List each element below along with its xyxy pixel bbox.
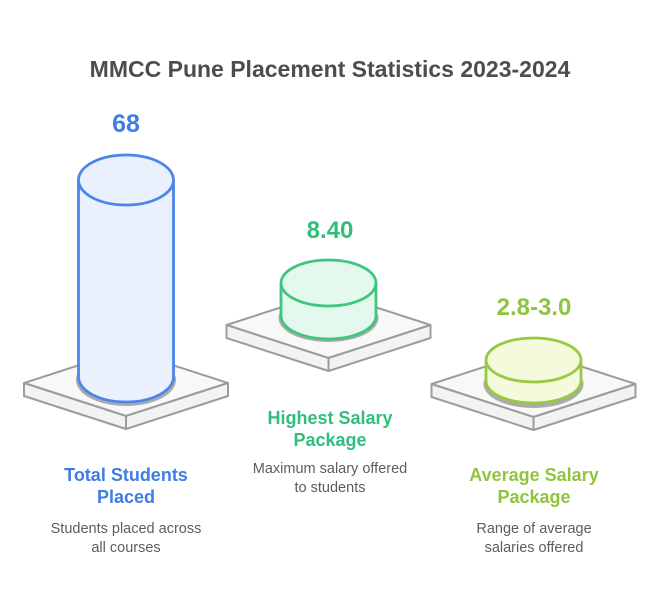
label-line: Average Salary bbox=[469, 465, 599, 485]
label-highest-salary: Highest Salary Package bbox=[220, 407, 440, 451]
value-highest-salary: 8.40 bbox=[306, 217, 354, 244]
label-line: Highest Salary bbox=[267, 408, 393, 428]
cylinder-top-green bbox=[279, 258, 378, 308]
label-line: Package bbox=[293, 430, 367, 450]
label-line: Package bbox=[497, 487, 571, 507]
label-line: Total Students bbox=[64, 465, 188, 485]
description-total-students: Students placed across all courses bbox=[16, 520, 236, 558]
cylinder-top-lime bbox=[484, 336, 583, 384]
value-total-students: 68 bbox=[112, 110, 140, 138]
cylinder-body-blue bbox=[77, 180, 175, 404]
description-line: Maximum salary offered bbox=[252, 461, 408, 477]
group-average-salary-package bbox=[430, 336, 637, 431]
platform-right-face bbox=[125, 382, 229, 430]
description-line: to students bbox=[294, 480, 366, 496]
group-total-students-placed bbox=[23, 153, 229, 430]
description-highest-salary: Maximum salary offered to students bbox=[220, 460, 440, 498]
description-average-salary: Range of average salaries offered bbox=[424, 520, 644, 558]
description-line: Students placed across bbox=[50, 521, 202, 537]
label-line: Placed bbox=[96, 487, 156, 507]
group-highest-salary-package bbox=[225, 258, 432, 372]
description-line: all courses bbox=[91, 540, 161, 556]
description-line: salaries offered bbox=[484, 540, 584, 556]
platform-right-face bbox=[532, 383, 637, 431]
label-total-students: Total Students Placed bbox=[16, 464, 236, 508]
chart-title: MMCC Pune Placement Statistics 2023-2024 bbox=[89, 56, 571, 82]
description-line: Range of average bbox=[476, 521, 592, 537]
cylinder-top-blue bbox=[77, 153, 175, 207]
value-average-salary: 2.8-3.0 bbox=[496, 294, 572, 321]
platform-right-face bbox=[327, 324, 432, 372]
label-average-salary: Average Salary Package bbox=[424, 464, 644, 508]
